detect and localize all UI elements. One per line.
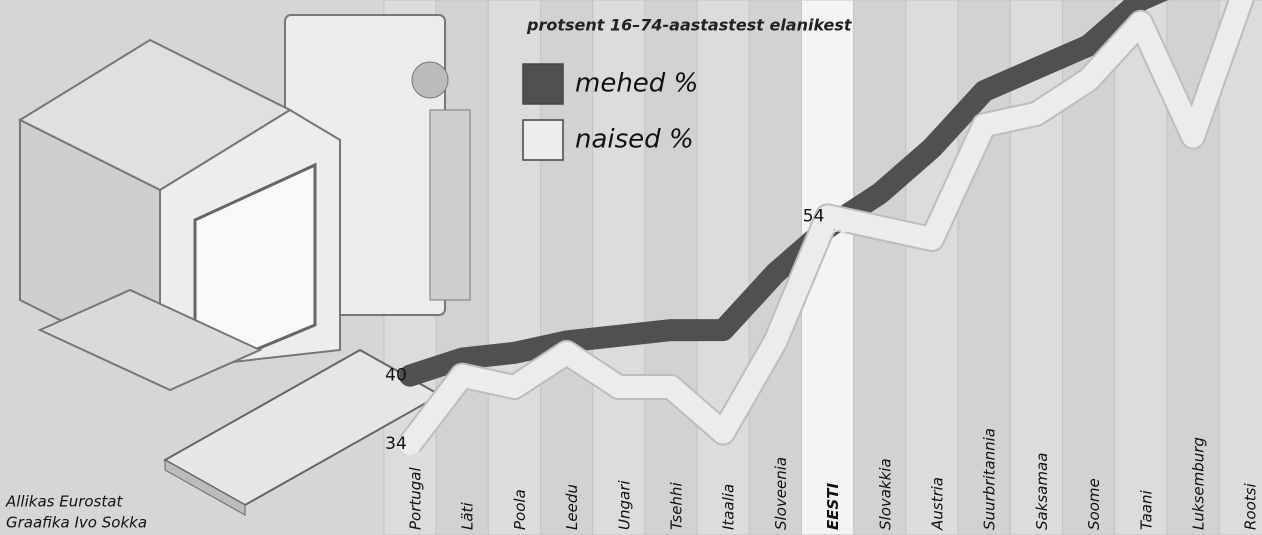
legend-swatch	[523, 64, 563, 104]
legend-swatch	[523, 120, 563, 160]
x-tick-label: Portugal	[407, 467, 425, 530]
chart: Portugal Läti Poola Leedu Ungari Tsehhi Itaali…	[0, 0, 1262, 535]
column-stripe	[854, 0, 906, 535]
x-tick-label: Soome	[1085, 478, 1103, 530]
stripes: Portugal Läti Poola Leedu Ungari Tsehhi Itaali…	[384, 0, 1262, 535]
x-tick-label: Rootsi	[1242, 483, 1260, 530]
x-tick-label: Saksamaa	[1033, 453, 1051, 530]
source: Allikas Eurostat	[5, 493, 123, 511]
credit: Graafika Ivo Sokka	[6, 514, 147, 532]
data-label: 54	[803, 206, 825, 226]
x-tick-label: Suurbritannia	[981, 428, 999, 530]
subtitle: protsent 16–74-aastastest elanikest	[526, 16, 853, 35]
x-tick-label: Tsehhi	[668, 482, 686, 530]
column-stripe	[906, 0, 958, 535]
x-tick-label: Luksemburg	[1190, 437, 1208, 530]
x-tick-label: Austria	[929, 477, 947, 531]
legend-label: mehed %	[575, 69, 698, 99]
data-label: 53	[829, 218, 851, 238]
x-tick-label: Ungari	[615, 480, 633, 530]
data-label: 34	[385, 434, 407, 454]
x-tick-label: Läti	[459, 502, 477, 530]
legend-label: naised %	[575, 125, 694, 155]
x-tick-label: Sloveenia	[772, 457, 790, 530]
column-stripe	[697, 0, 749, 535]
x-tick-label: Leedu	[563, 484, 581, 530]
x-tick-label: Slovakkia	[876, 458, 894, 530]
x-tick-label: Itaalia	[720, 484, 738, 530]
x-tick-label: Poola	[511, 489, 529, 530]
x-tick-label: Taani	[1137, 490, 1155, 530]
data-label: 40	[385, 366, 407, 386]
x-tick-label: EESTI	[824, 482, 842, 530]
